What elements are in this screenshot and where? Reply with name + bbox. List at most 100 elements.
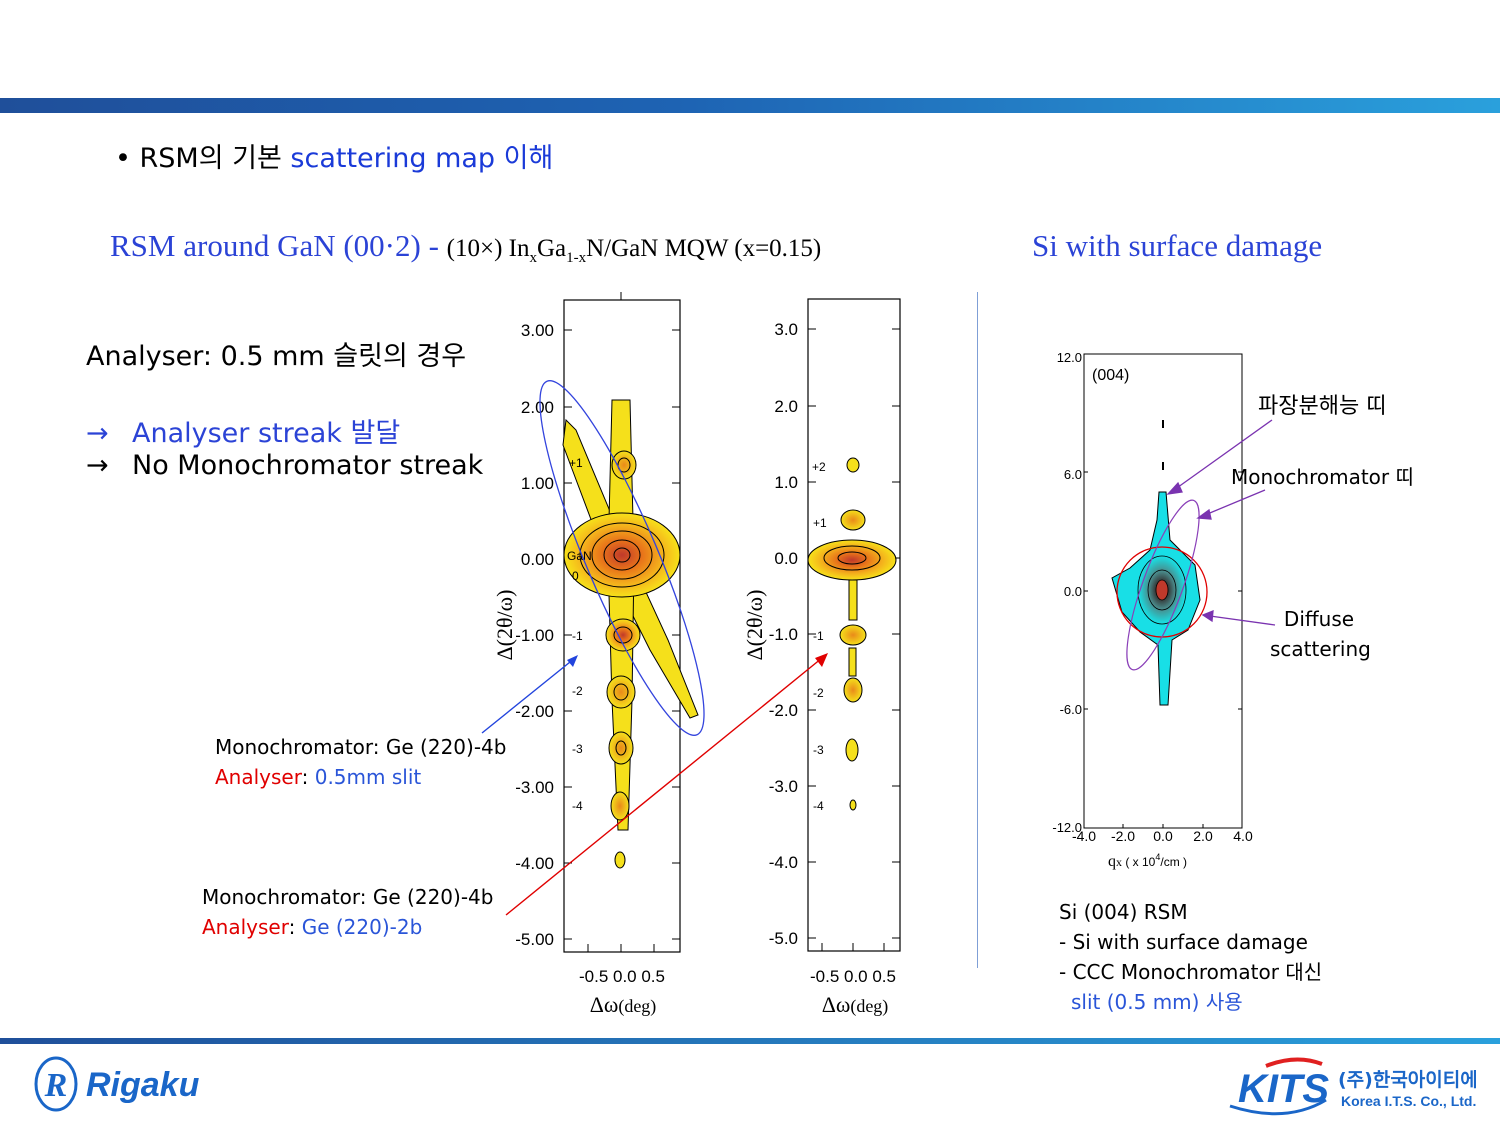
- pointer-arrows: [481, 653, 828, 916]
- blue-arrowhead-icon: [567, 655, 578, 667]
- xlabel-sub: x: [1116, 855, 1122, 869]
- ytick-label: -2.0: [769, 701, 798, 720]
- ytick-label: 1.0: [774, 473, 798, 492]
- peak-label: -3: [813, 743, 824, 757]
- heading-left-formula: (10×) InxGa1-xN/GaN MQW (x=0.15): [447, 235, 822, 266]
- analyser-title: Analyser: 0.5 mm 슬릿의 경우: [86, 341, 467, 372]
- bullet-prefix: RSM의 기본: [139, 143, 291, 174]
- bullet-highlight: scattering map 이해: [290, 143, 554, 174]
- purple-arrowhead-icon: [1166, 481, 1183, 495]
- caption-label: Analyser: [202, 915, 289, 939]
- caption-mono: Monochromator: Ge (220)-4b: [202, 885, 494, 909]
- analyser-streak-outline: [539, 380, 705, 736]
- right-arrow-icon: →: [86, 450, 109, 481]
- plot3-xlabel: qx ( x 104/cm ): [1108, 852, 1187, 870]
- plot3-x-labels: -4.0 -2.0 0.0 2.0 4.0: [1072, 828, 1253, 844]
- plot2-ylabel: Δ(2θ/ω): [742, 590, 767, 661]
- xlabel-end: /cm ): [1160, 855, 1187, 869]
- heading-left-blue: RSM around GaN (00·2) -: [110, 228, 447, 263]
- caption-analyser-slit: Monochromator: Ge (220)-4b Analyser: 0.5…: [215, 732, 506, 792]
- peak-label: -1: [813, 629, 824, 643]
- heading-left: RSM around GaN (00·2) - (10×) InxGa1-xN/…: [110, 228, 821, 267]
- xtick-label: -4.0: [1072, 828, 1096, 844]
- formula-part: N/GaN MQW (x=0.15): [586, 235, 822, 262]
- arrow-item-text: No Monochromator streak: [132, 450, 484, 481]
- heading-right: Si with surface damage: [1032, 228, 1323, 263]
- bullet-dot: •: [115, 143, 140, 174]
- ytick-label: -1.00: [515, 626, 554, 645]
- xtick-label: 0.0: [1153, 828, 1173, 844]
- caption-label: Analyser: [215, 765, 302, 789]
- column-divider: [977, 292, 978, 968]
- peak-label: -2: [813, 686, 824, 700]
- red-arrowhead-icon: [815, 653, 828, 667]
- right-arrow-icon: →: [86, 418, 109, 449]
- kits-english-name: Korea I.T.S. Co., Ltd.: [1341, 1093, 1476, 1109]
- header-bar: [0, 98, 1500, 113]
- plot3-ticks: [1084, 471, 1242, 828]
- svg-text:R: R: [44, 1067, 68, 1104]
- arrow-item-text: Analyser streak 발달: [132, 418, 401, 449]
- arrow-item-streak: → Analyser streak 발달: [86, 411, 400, 450]
- plot1-y-labels: 3.00 2.00 1.00 0.00 -1.00 -2.00 -3.00 -4…: [515, 321, 554, 949]
- caption-value: 0.5mm slit: [314, 765, 422, 789]
- plot2-peak-labels: +2 +1 -1 -2 -3 -4: [812, 460, 827, 813]
- caption-analyser-line: Analyser: 0.5mm slit: [215, 765, 422, 789]
- rigaku-logo: R Rigaku: [34, 1056, 264, 1121]
- xlabel-symbol: Δω: [822, 992, 851, 1017]
- ytick-label: -4.0: [769, 853, 798, 872]
- caption-mono: Monochromator: Ge (220)-4b: [215, 735, 507, 759]
- annotation-diffuse-line: scattering: [1270, 637, 1371, 661]
- formula-sub: x: [529, 250, 537, 266]
- ytick-label: -3.00: [515, 778, 554, 797]
- si-note-line: - Si with surface damage: [1059, 930, 1308, 954]
- peak-label: +1: [569, 456, 583, 470]
- peak-label: -4: [813, 799, 824, 813]
- ytick-label: 3.0: [774, 320, 798, 339]
- annotation-diffuse-line: Diffuse: [1283, 607, 1355, 631]
- xlabel-sup: 4: [1155, 852, 1160, 862]
- plot3: 12.0 6.0 0.0 -6.0 -12.0 -4.0 -2.0 0.0 2.…: [1052, 350, 1276, 870]
- ytick-label: 3.00: [521, 321, 554, 340]
- annotation-mono: Monochromator 띠: [1231, 465, 1414, 489]
- peak-label: -4: [572, 799, 583, 813]
- si-note-line: slit (0.5 mm) 사용: [1071, 990, 1243, 1014]
- si-notes: Si (004) RSM - Si with surface damage - …: [1059, 897, 1322, 1017]
- rigaku-wordmark: Rigaku: [86, 1066, 200, 1104]
- plot3-label: (004): [1092, 367, 1129, 384]
- plot2-xlabel: Δω(deg): [822, 992, 889, 1017]
- formula-sub: 1-x: [566, 250, 587, 266]
- satellite-peaks-2: [839, 457, 867, 811]
- ytick-label: -12.0: [1052, 820, 1082, 835]
- purple-arrowhead-icon: [1201, 609, 1214, 623]
- ytick-label: 6.0: [1064, 467, 1082, 482]
- ytick-label: -5.00: [515, 930, 554, 949]
- ytick-label: -2.00: [515, 702, 554, 721]
- plot1-xlabel: Δω(deg): [590, 992, 657, 1017]
- purple-arrowhead-icon: [1196, 508, 1212, 520]
- ytick-label: 2.00: [521, 398, 554, 417]
- annotation-diffuse: Diffuse scattering: [1270, 604, 1371, 664]
- caption-analyser-line: Analyser: Ge (220)-2b: [202, 915, 423, 939]
- caption-value: Ge (220)-2b: [301, 915, 423, 939]
- plot3-y-labels: 12.0 6.0 0.0 -6.0 -12.0: [1052, 350, 1082, 835]
- rigaku-emblem-icon: [34, 1056, 78, 1112]
- ytick-label: 2.0: [774, 397, 798, 416]
- xlabel-unit: (deg): [618, 996, 656, 1017]
- plot2: 3.0 2.0 1.0 0.0 -1.0 -2.0 -3.0 -4.0 -5.0…: [742, 298, 901, 1017]
- mono-streak-outline: [1126, 499, 1200, 671]
- xtick-label: -2.0: [1111, 828, 1135, 844]
- ytick-label: 12.0: [1057, 350, 1082, 365]
- xlabel-unit: (deg): [850, 996, 888, 1017]
- annotation-wavelength: 파장분해능 띠: [1258, 394, 1387, 419]
- bullet-title: • RSM의 기본 scattering map 이해: [115, 136, 553, 175]
- peak-label: 0: [572, 569, 579, 583]
- ytick-label: 0.0: [1064, 584, 1082, 599]
- xtick-label: 2.0: [1193, 828, 1213, 844]
- ytick-label: 0.00: [521, 550, 554, 569]
- plot2-y-labels: 3.0 2.0 1.0 0.0 -1.0 -2.0 -3.0 -4.0 -5.0: [769, 320, 798, 948]
- peak-label: -1: [572, 629, 583, 643]
- si-note-line: Si (004) RSM: [1059, 900, 1188, 924]
- xlabel-q: q: [1108, 853, 1116, 870]
